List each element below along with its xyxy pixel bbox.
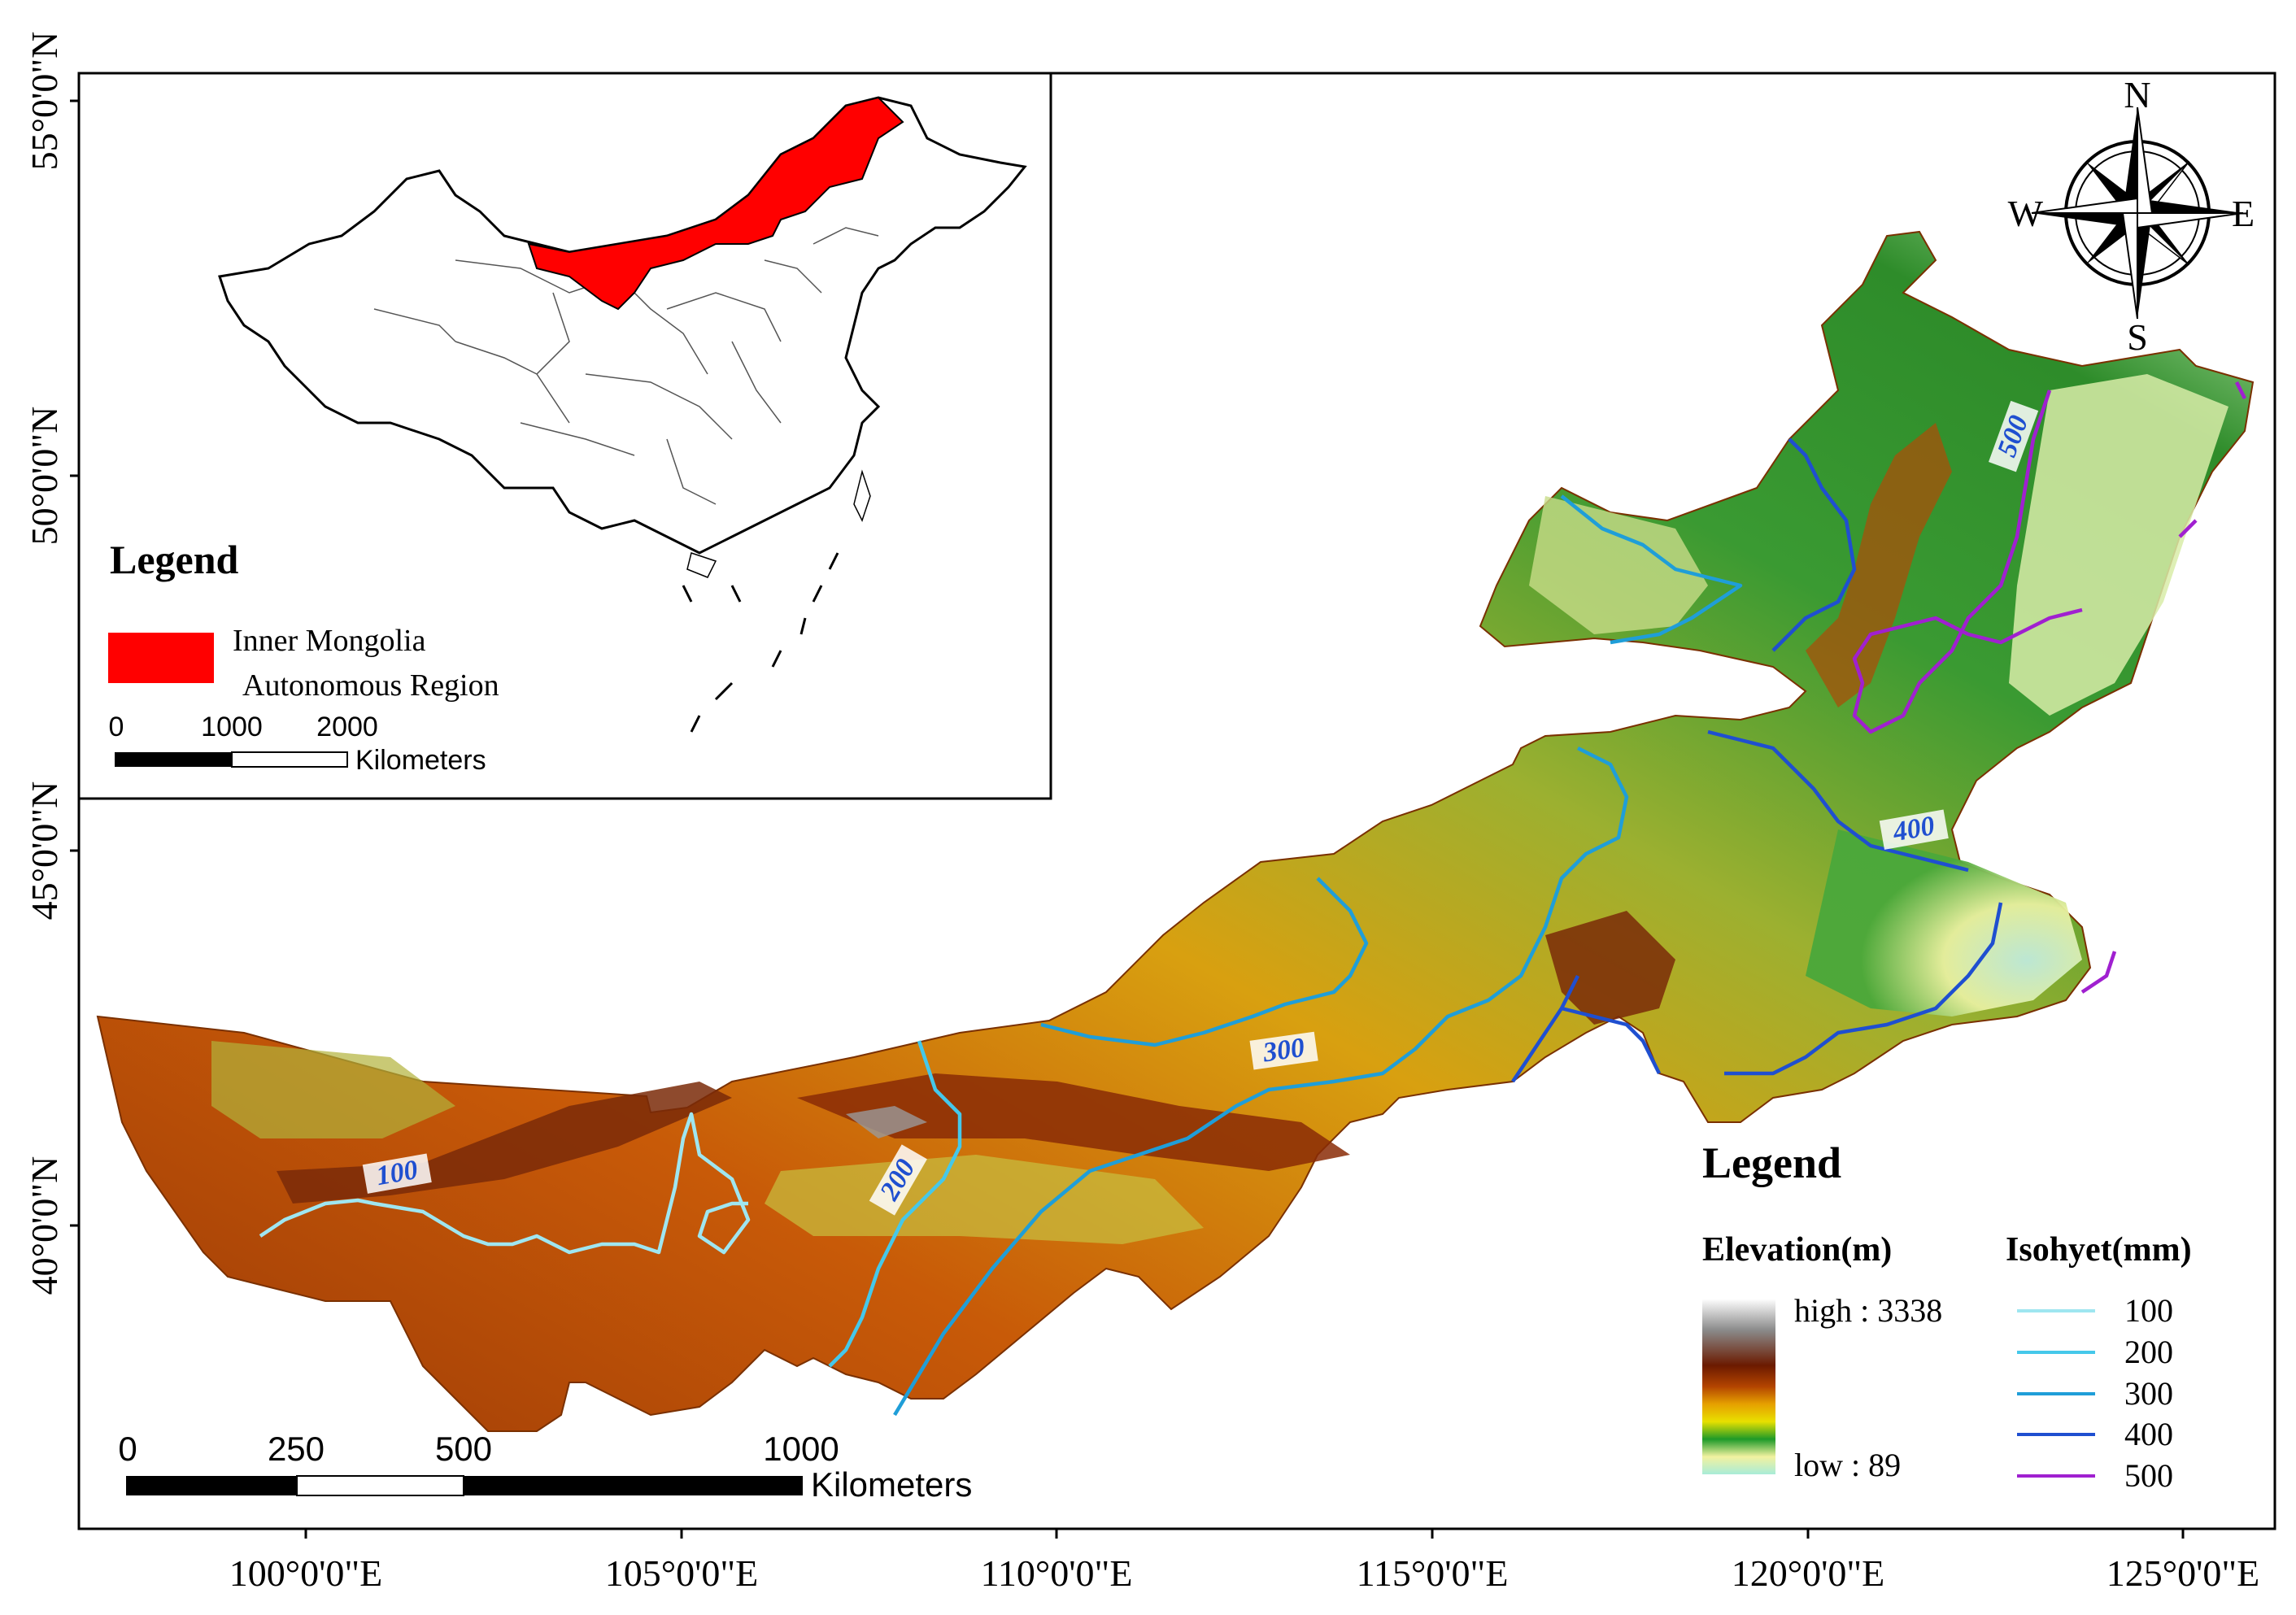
- isohyet-300: [893, 746, 1629, 1417]
- inset-legend-swatch: [108, 633, 214, 683]
- hulunbuir-plain: [1529, 496, 1708, 634]
- lat-label-55: 55°0'0"N: [24, 32, 65, 171]
- compass-west: W: [2008, 193, 2044, 234]
- inset-legend-label-2: Autonomous Region: [242, 668, 499, 703]
- isohyet-label-300: 300: [1261, 1033, 1307, 1069]
- isohyet-300-north: [1560, 494, 1743, 645]
- isohyet-legend-label-300: 300: [2124, 1375, 2173, 1412]
- greater-khingan: [1806, 423, 1952, 707]
- isohyet-legend-label-400: 400: [2124, 1416, 2173, 1452]
- elevation-ramp: [1702, 1299, 1775, 1474]
- isohyet-500: [1852, 381, 2247, 994]
- mountain-peak-gray: [846, 1106, 927, 1138]
- map-frame: [77, 72, 2276, 1530]
- inset-scale-tick-1000: 1000: [201, 712, 263, 742]
- hainan-island: [686, 552, 717, 578]
- isohyet-legend-label-100: 100: [2124, 1292, 2173, 1329]
- scale-tick-1000: 1000: [763, 1430, 839, 1468]
- south-china-sea-dashes: [682, 552, 839, 733]
- lat-label-50: 50°0'0"N: [24, 407, 65, 546]
- central-basin: [765, 1155, 1204, 1244]
- scale-seg-3: [464, 1476, 803, 1495]
- inset-legend-label-1: Inner Mongolia: [233, 624, 426, 658]
- china-outline: [218, 96, 1027, 555]
- china-provinces: [373, 227, 879, 505]
- longitude-labels: 100°0'0"E 105°0'0"E 110°0'0"E 115°0'0"E …: [229, 1552, 2260, 1594]
- mountain-band-east: [1545, 911, 1675, 1025]
- lon-label-105: 105°0'0"E: [605, 1552, 759, 1594]
- isohyet-200: [828, 1040, 962, 1368]
- inset-legend-title: Legend: [110, 537, 239, 582]
- longitude-ticks: [304, 1529, 2185, 1539]
- scale-tick-0: 0: [118, 1430, 137, 1468]
- isohyet-title: Isohyet(mm): [2006, 1231, 2192, 1269]
- latitude-ticks: [70, 99, 79, 1227]
- lat-label-40: 40°0'0"N: [24, 1156, 65, 1295]
- inset-scale-tick-0: 0: [109, 712, 124, 742]
- inner-mongolia-highlight: [527, 96, 904, 311]
- isohyet-400: [1511, 437, 2003, 1083]
- elevation-low: low : 89: [1794, 1447, 1901, 1483]
- inset-scale-black: [115, 752, 232, 767]
- scale-unit: Kilometers: [811, 1465, 972, 1504]
- lon-label-110: 110°0'0"E: [981, 1552, 1133, 1594]
- compass-rose: N S E W: [2008, 74, 2255, 358]
- compass-north: N: [2124, 74, 2150, 115]
- main-legend: Legend Elevation(m) high : 3338 low : 89…: [1702, 1138, 2192, 1494]
- lon-label-115: 115°0'0"E: [1357, 1552, 1509, 1594]
- isohyet-legend-label-500: 500: [2124, 1457, 2173, 1494]
- isohyet-100: [259, 1112, 751, 1255]
- legend-title: Legend: [1702, 1138, 1841, 1187]
- main-scale-bar: 0 250 500 1000 Kilometers: [118, 1430, 972, 1504]
- taiwan-island: [853, 469, 871, 522]
- scale-seg-1: [126, 1476, 297, 1495]
- elevation-high: high : 3338: [1794, 1292, 1942, 1329]
- mountain-band-central: [797, 1073, 1350, 1171]
- inset-scale-unit: Kilometers: [355, 745, 486, 776]
- northeast-lowland: [2009, 374, 2228, 716]
- scale-seg-2: [296, 1475, 464, 1496]
- inset-map: Legend Inner Mongolia Autonomous Region …: [77, 72, 1052, 800]
- compass-south: S: [2127, 316, 2148, 358]
- east-lowland: [1806, 829, 2082, 1016]
- isohyet-legend-label-200: 200: [2124, 1334, 2173, 1370]
- elevation-title: Elevation(m): [1702, 1231, 1892, 1269]
- isohyet-label-100: 100: [374, 1155, 420, 1191]
- lon-label-125: 125°0'0"E: [2106, 1552, 2260, 1594]
- isohyet-legend-entries: 100 200 300 400 500: [2017, 1292, 2173, 1494]
- compass-cardinal-points: [2031, 107, 2244, 320]
- isohyet-lines: [259, 381, 2247, 1417]
- compass-east: E: [2232, 193, 2255, 234]
- isohyet-label-400: 400: [1890, 811, 1937, 847]
- lon-label-100: 100°0'0"E: [229, 1552, 383, 1594]
- latitude-labels: 55°0'0"N 50°0'0"N 45°0'0"N 40°0'0"N: [24, 32, 65, 1295]
- scale-tick-250: 250: [268, 1430, 325, 1468]
- scale-tick-500: 500: [435, 1430, 492, 1468]
- lat-label-45: 45°0'0"N: [24, 781, 65, 921]
- lon-label-120: 120°0'0"E: [1732, 1552, 1885, 1594]
- inset-scale-tick-2000: 2000: [316, 712, 378, 742]
- inset-scale-white: [231, 751, 348, 768]
- west-basin: [211, 1041, 455, 1138]
